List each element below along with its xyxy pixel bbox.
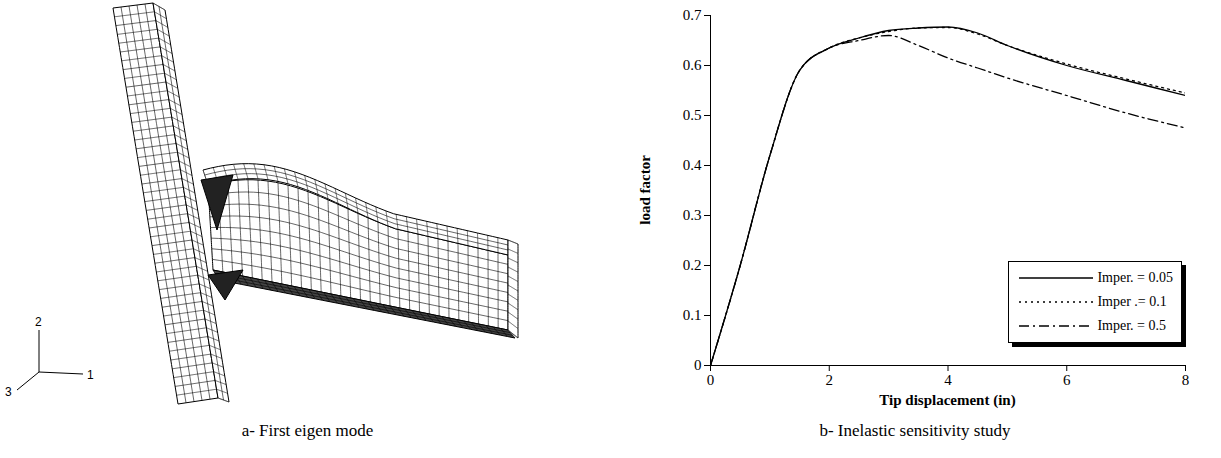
svg-text:0.3: 0.3 xyxy=(683,207,702,223)
svg-text:0.1: 0.1 xyxy=(683,307,702,323)
html-text:b- Inelastic sensitivity study: b- Inelastic sensitivity study xyxy=(819,421,1011,440)
svg-text:0.7: 0.7 xyxy=(683,7,702,23)
svg-text:3: 3 xyxy=(5,385,12,399)
svg-text:8: 8 xyxy=(1182,372,1190,388)
svg-text:Tip displacement (in): Tip displacement (in) xyxy=(879,392,1015,409)
html-text:Imper. = 0.5: Imper. = 0.5 xyxy=(1097,318,1166,333)
svg-text:0.4: 0.4 xyxy=(683,157,702,173)
svg-text:4: 4 xyxy=(944,372,952,388)
html-text:Imper. = 0.05: Imper. = 0.05 xyxy=(1097,270,1173,285)
svg-text:2: 2 xyxy=(35,315,42,329)
svg-text:0: 0 xyxy=(707,372,715,388)
svg-text:6: 6 xyxy=(1063,372,1071,388)
html-text:Imper .= 0.1: Imper .= 0.1 xyxy=(1097,294,1167,309)
svg-text:0.6: 0.6 xyxy=(683,57,702,73)
svg-text:0.2: 0.2 xyxy=(683,257,702,273)
svg-text:0.5: 0.5 xyxy=(683,107,702,123)
svg-text:2: 2 xyxy=(826,372,834,388)
html-text:a- First eigen mode: a- First eigen mode xyxy=(241,421,374,440)
svg-text:load factor: load factor xyxy=(637,155,653,225)
svg-text:0: 0 xyxy=(694,357,702,373)
svg-text:1: 1 xyxy=(87,368,94,382)
